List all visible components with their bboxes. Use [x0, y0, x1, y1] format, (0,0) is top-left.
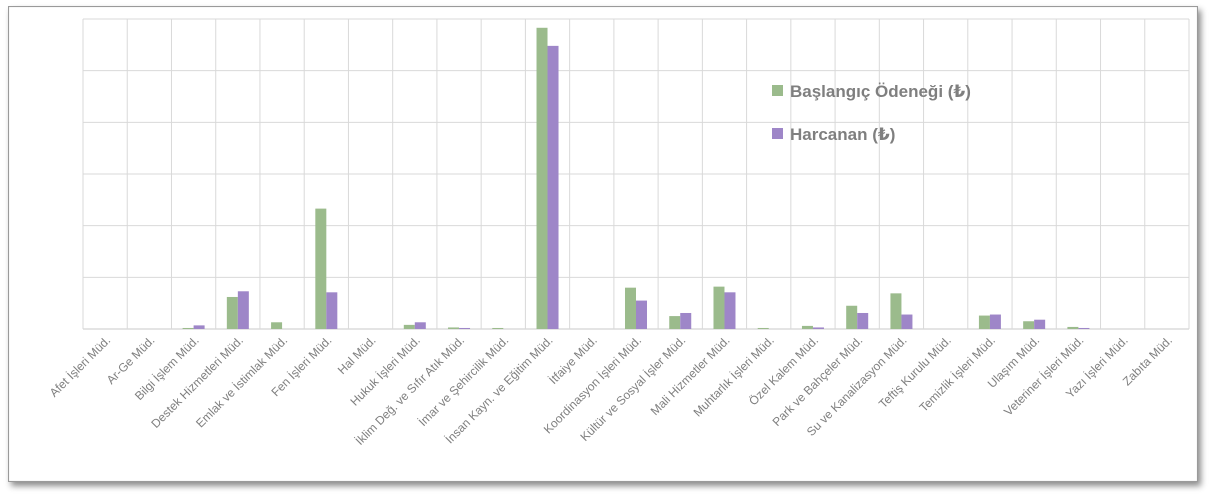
bar-spent: [1034, 319, 1046, 329]
bar-initial-budget: [182, 327, 194, 329]
bar-spent: [326, 292, 338, 329]
bar-spent: [636, 300, 647, 329]
bar-spent: [680, 312, 692, 329]
bar-initial-budget: [801, 325, 813, 329]
bar-initial-budget: [890, 293, 902, 329]
bar-initial-budget: [315, 208, 327, 329]
bar-initial-budget: [713, 286, 725, 329]
category-label: Temizlik İşleri Müd.: [916, 333, 998, 415]
category-label: Mali Hizmetler Müd.: [648, 333, 733, 418]
bar-spent: [989, 314, 1001, 329]
chart-frame: Afet İşleri Müd. Ar-Ge Müd. Bilgi İşlem Mü…: [8, 6, 1198, 482]
bar-spent: [901, 314, 913, 329]
bar-initial-budget: [1067, 326, 1079, 329]
legend-label-spent: Harcanan (₺): [790, 125, 895, 144]
bar-spent: [812, 327, 824, 329]
bar-spent: [547, 45, 559, 329]
category-label: Hal Müd.: [335, 333, 379, 377]
grid-layer: [82, 18, 1190, 330]
bar-initial-budget: [271, 322, 283, 329]
bar-spent: [724, 292, 736, 329]
legend: Başlangıç Ödeneği (₺) Harcanan (₺): [772, 82, 971, 144]
category-label: Veteriner İşleri Müd.: [1001, 333, 1086, 418]
bar-initial-budget: [757, 327, 769, 329]
bar-chart: Afet İşleri Müd.Ar-Ge Müd.Bilgi İşlem Mü…: [47, 18, 1190, 448]
bar-spent: [459, 327, 471, 329]
legend-label-initial-budget: Başlangıç Ödeneği (₺): [790, 82, 971, 101]
bar-initial-budget: [492, 327, 504, 329]
bar-layer: [182, 27, 1090, 330]
bar-spent: [414, 322, 426, 329]
bar-initial-budget: [669, 316, 681, 329]
bar-initial-budget: [978, 315, 990, 329]
bar-initial-budget: [625, 287, 636, 329]
category-label: Muhtarlık İşleri Müd.: [691, 333, 777, 419]
category-label: Afet İşleri Müd.: [47, 333, 113, 399]
bar-spent: [193, 325, 205, 329]
bar-spent: [857, 312, 869, 329]
legend-swatch-spent: [772, 128, 783, 139]
bar-initial-budget: [846, 305, 858, 329]
bar-initial-budget: [448, 327, 460, 329]
bar-initial-budget: [536, 27, 548, 330]
category-labels: Afet İşleri Müd.Ar-Ge Müd.Bilgi İşlem Mü…: [47, 333, 1175, 448]
bar-spent: [237, 291, 249, 329]
bar-initial-budget: [1023, 321, 1035, 329]
bar-initial-budget: [403, 324, 415, 329]
bar-spent: [1078, 327, 1090, 329]
bar-initial-budget: [226, 296, 238, 329]
legend-swatch-initial-budget: [772, 85, 783, 96]
